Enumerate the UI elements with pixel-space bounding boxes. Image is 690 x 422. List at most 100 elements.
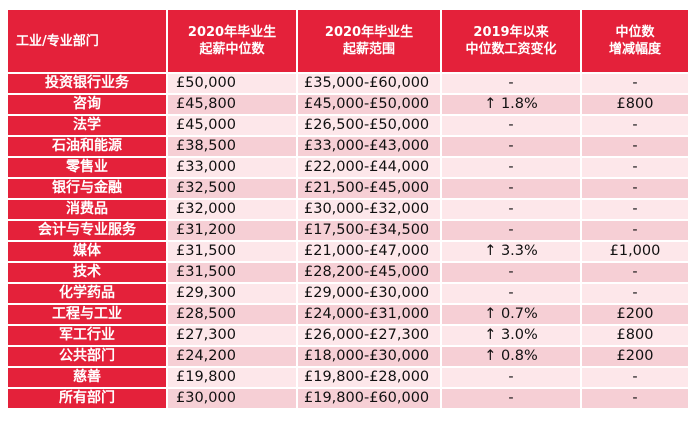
table-row: 媒体 £31,500 £21,000-£47,000 ↑ 3.3% £1,000 (8, 242, 688, 261)
median-cell: £30,000 (168, 389, 296, 408)
table-row: 工程与工业 £28,500 £24,000-£31,000 ↑ 0.7% £200 (8, 305, 688, 324)
median-cell: £33,000 (168, 158, 296, 177)
sector-cell: 慈善 (8, 368, 166, 387)
sector-cell: 消费品 (8, 200, 166, 219)
header-change: 2019年以来 中位数工资变化 (442, 10, 580, 72)
table-row: 消费品 £32,000 £30,000-£32,000- - (8, 200, 688, 219)
range-cell: £21,000-£47,000 (298, 242, 440, 261)
sector-cell: 化学药品 (8, 284, 166, 303)
increase-cell: - (582, 389, 688, 408)
range-cell: £35,000-£60,000 (298, 74, 440, 93)
table-row: 银行与金融 £32,500 £21,500-£45,000- - (8, 179, 688, 198)
range-cell: £45,000-£50,000 (298, 95, 440, 114)
increase-cell: £800 (582, 326, 688, 345)
range-cell: £29,000-£30,000 (298, 284, 440, 303)
range-cell: £26,500-£50,000 (298, 116, 440, 135)
header-row: 工业/专业部门 2020年毕业生 起薪中位数 2020年毕业生 起薪范围 201… (8, 10, 688, 72)
change-cell: ↑ 3.0% (442, 326, 580, 345)
increase-cell: - (582, 179, 688, 198)
table-row: 咨询 £45,800 £45,000-£50,000 ↑ 1.8% £800 (8, 95, 688, 114)
range-cell: £28,200-£45,000 (298, 263, 440, 282)
sector-cell: 所有部门 (8, 389, 166, 408)
increase-cell: £200 (582, 347, 688, 366)
increase-cell: - (582, 368, 688, 387)
increase-cell: £1,000 (582, 242, 688, 261)
sector-cell: 银行与金融 (8, 179, 166, 198)
table-row: 会计与专业服务 £31,200 £17,500-£34,500- - (8, 221, 688, 240)
range-cell: £21,500-£45,000 (298, 179, 440, 198)
table-row: 化学药品 £29,300 £29,000-£30,000- - (8, 284, 688, 303)
sector-cell: 工程与工业 (8, 305, 166, 324)
increase-cell: - (582, 263, 688, 282)
table-row: 慈善 £19,800 £19,800-£28,000- - (8, 368, 688, 387)
median-cell: £28,500 (168, 305, 296, 324)
change-cell: - (442, 74, 580, 93)
median-cell: £45,800 (168, 95, 296, 114)
increase-cell: - (582, 116, 688, 135)
table-row: 公共部门 £24,200 £18,000-£30,000 ↑ 0.8% £200 (8, 347, 688, 366)
median-cell: £38,500 (168, 137, 296, 156)
increase-cell: - (582, 200, 688, 219)
median-cell: £31,500 (168, 242, 296, 261)
sector-cell: 零售业 (8, 158, 166, 177)
median-cell: £45,000 (168, 116, 296, 135)
sector-cell: 技术 (8, 263, 166, 282)
range-cell: £30,000-£32,000 (298, 200, 440, 219)
range-cell: £22,000-£44,000 (298, 158, 440, 177)
increase-cell: - (582, 158, 688, 177)
sector-cell: 法学 (8, 116, 166, 135)
table-row: 所有部门 £30,000 £19,800-£60,000- - (8, 389, 688, 408)
increase-cell: - (582, 137, 688, 156)
sector-cell: 石油和能源 (8, 137, 166, 156)
change-cell: - (442, 179, 580, 198)
header-median: 2020年毕业生 起薪中位数 (168, 10, 296, 72)
increase-cell: - (582, 74, 688, 93)
table-body: 投资银行业务 £50,000 £35,000-£60,000- - 咨询 £45,800 £… (8, 74, 688, 408)
median-cell: £27,300 (168, 326, 296, 345)
table-row: 石油和能源 £38,500 £33,000-£43,000- - (8, 137, 688, 156)
change-cell: ↑ 0.7% (442, 305, 580, 324)
median-cell: £24,200 (168, 347, 296, 366)
change-cell: ↑ 1.8% (442, 95, 580, 114)
change-cell: - (442, 284, 580, 303)
sector-cell: 军工行业 (8, 326, 166, 345)
median-cell: £31,500 (168, 263, 296, 282)
change-cell: - (442, 200, 580, 219)
increase-cell: - (582, 221, 688, 240)
range-cell: £19,800-£28,000 (298, 368, 440, 387)
table-row: 零售业 £33,000 £22,000-£44,000- - (8, 158, 688, 177)
median-cell: £29,300 (168, 284, 296, 303)
salary-table: 工业/专业部门 2020年毕业生 起薪中位数 2020年毕业生 起薪范围 201… (6, 8, 690, 410)
range-cell: £18,000-£30,000 (298, 347, 440, 366)
change-cell: - (442, 158, 580, 177)
table-row: 技术 £31,500 £28,200-£45,000- - (8, 263, 688, 282)
increase-cell: - (582, 284, 688, 303)
change-cell: - (442, 137, 580, 156)
range-cell: £24,000-£31,000 (298, 305, 440, 324)
change-cell: ↑ 0.8% (442, 347, 580, 366)
sector-cell: 会计与专业服务 (8, 221, 166, 240)
increase-cell: £800 (582, 95, 688, 114)
change-cell: - (442, 389, 580, 408)
change-cell: - (442, 116, 580, 135)
change-cell: ↑ 3.3% (442, 242, 580, 261)
sector-cell: 媒体 (8, 242, 166, 261)
header-range: 2020年毕业生 起薪范围 (298, 10, 440, 72)
change-cell: - (442, 263, 580, 282)
sector-cell: 投资银行业务 (8, 74, 166, 93)
sector-cell: 公共部门 (8, 347, 166, 366)
sector-cell: 咨询 (8, 95, 166, 114)
median-cell: £31,200 (168, 221, 296, 240)
change-cell: - (442, 221, 580, 240)
header-increase: 中位数 增减幅度 (582, 10, 688, 72)
header-sector: 工业/专业部门 (8, 10, 166, 72)
range-cell: £33,000-£43,000 (298, 137, 440, 156)
median-cell: £32,000 (168, 200, 296, 219)
change-cell: - (442, 368, 580, 387)
table-row: 投资银行业务 £50,000 £35,000-£60,000- - (8, 74, 688, 93)
table-row: 法学 £45,000 £26,500-£50,000- - (8, 116, 688, 135)
median-cell: £19,800 (168, 368, 296, 387)
range-cell: £26,000-£27,300 (298, 326, 440, 345)
range-cell: £19,800-£60,000 (298, 389, 440, 408)
